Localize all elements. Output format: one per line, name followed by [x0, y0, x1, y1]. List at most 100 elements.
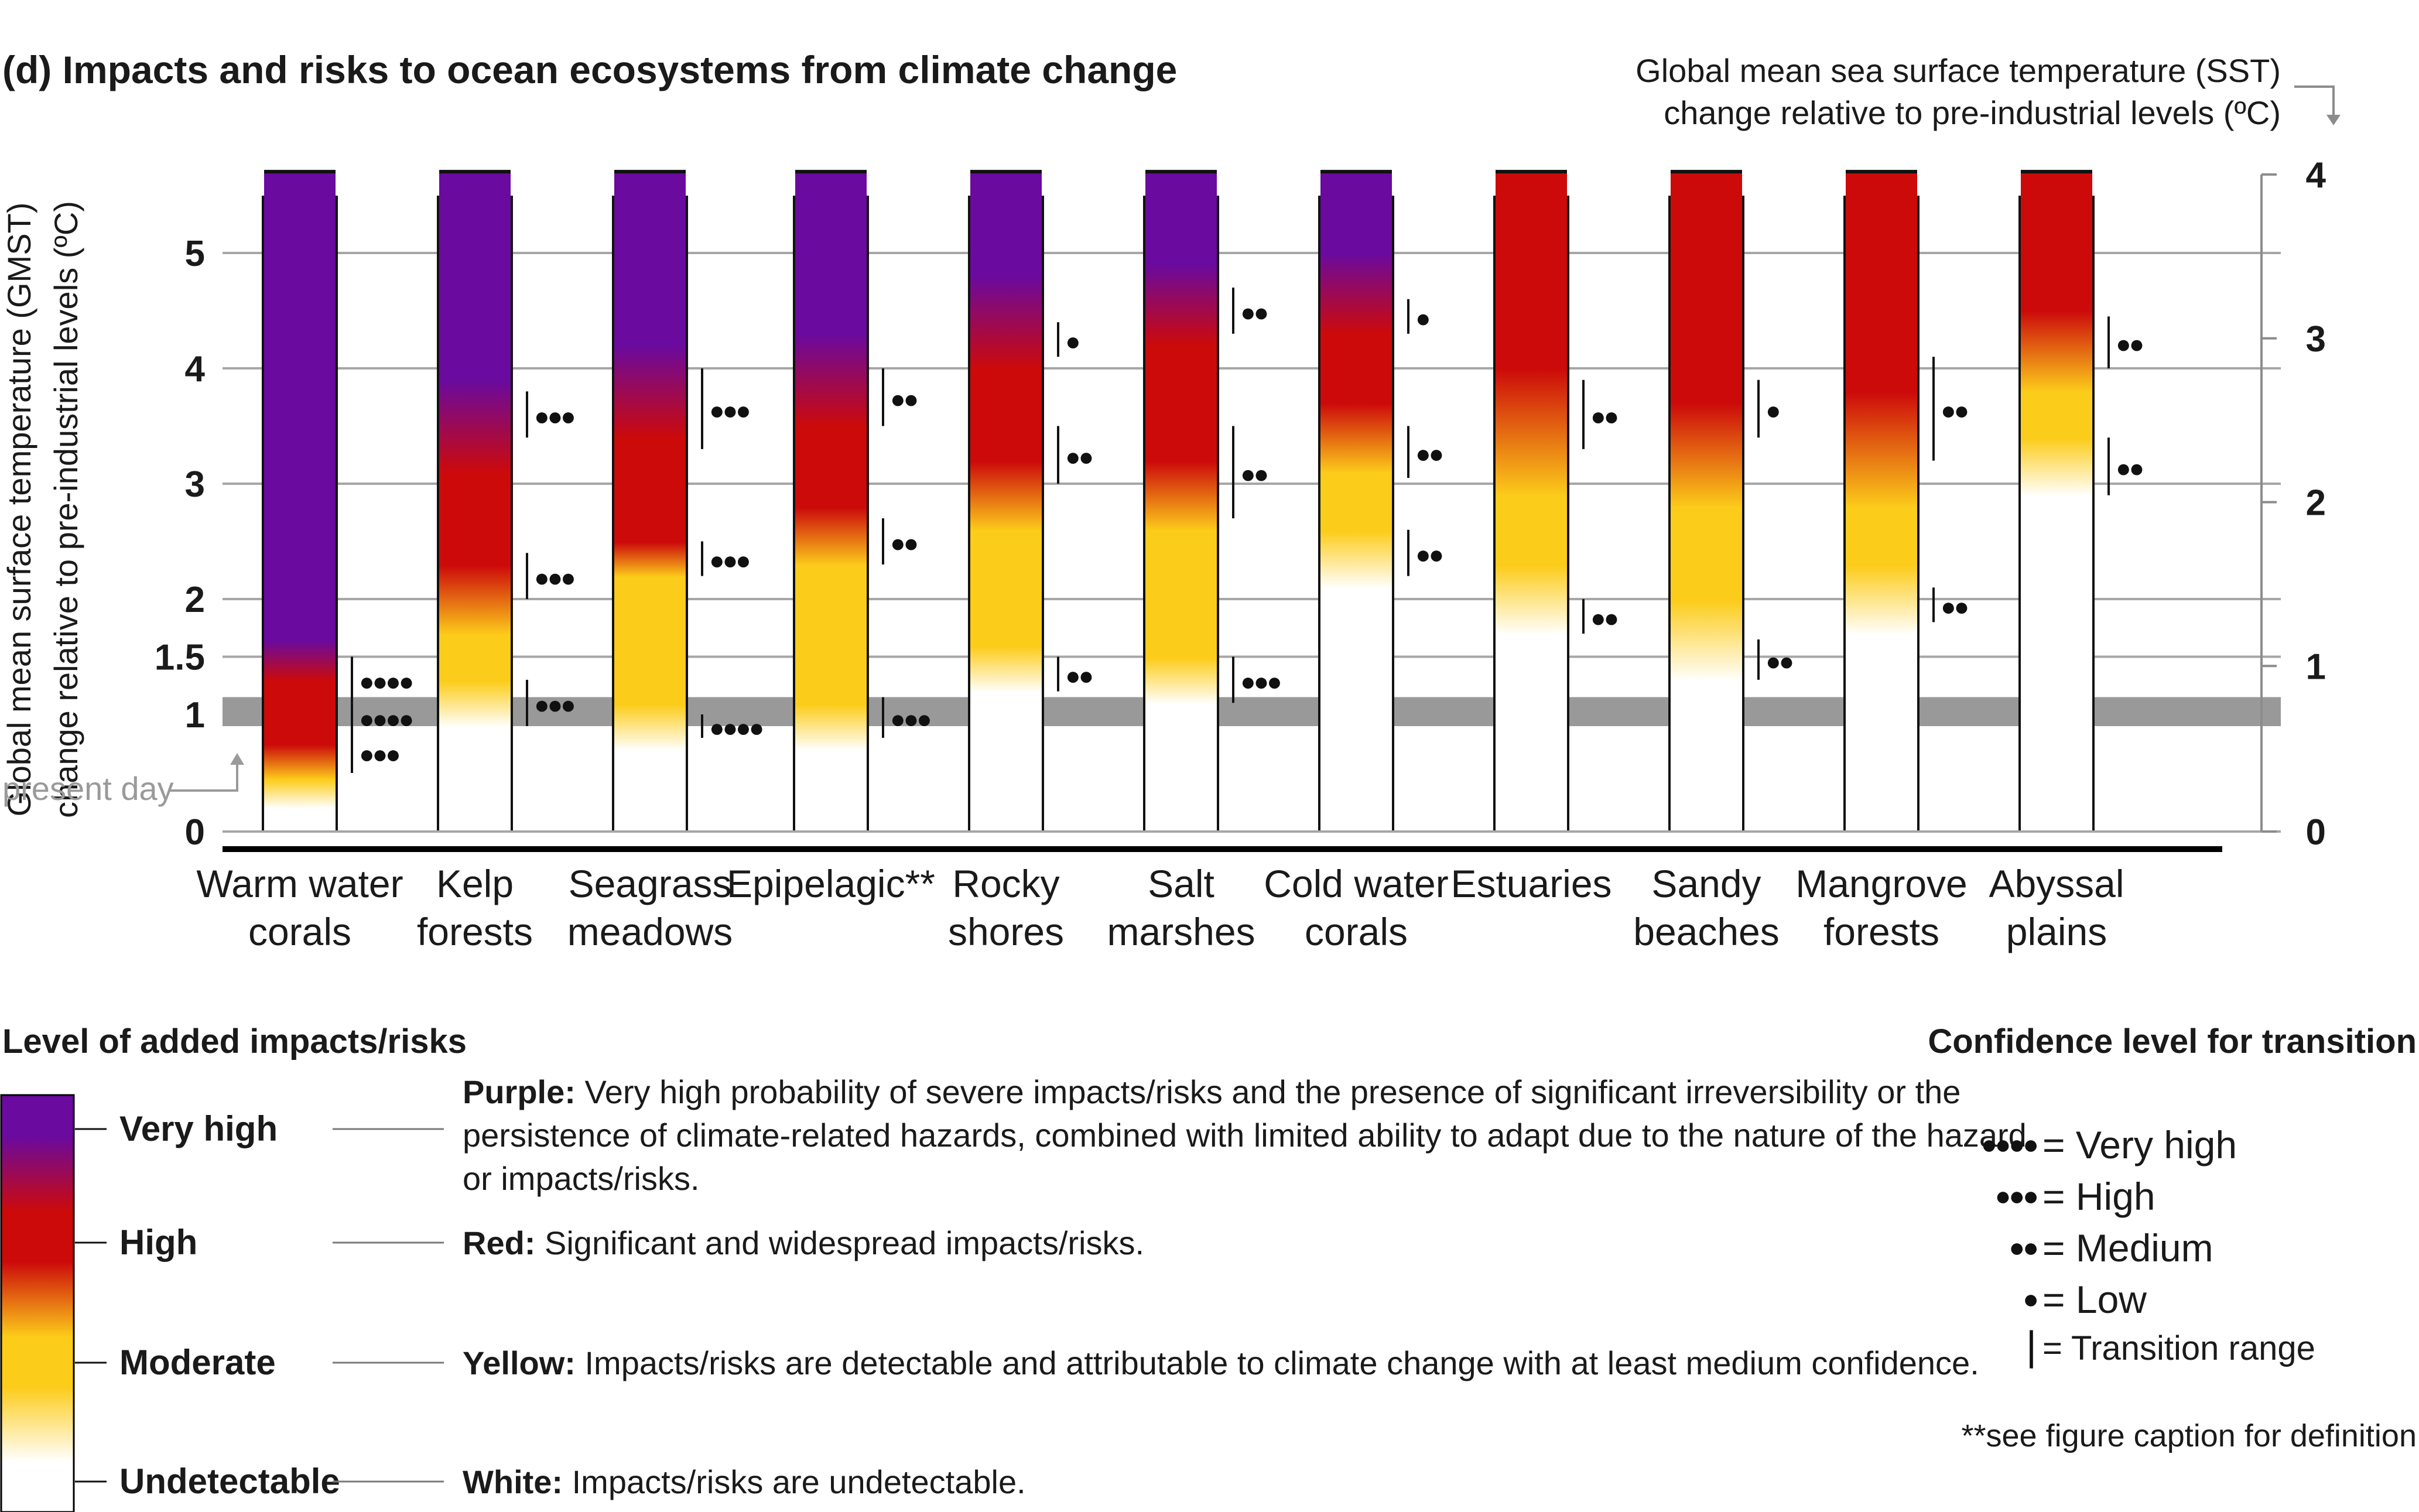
ecosystem-label: Rocky — [952, 862, 1059, 905]
ecosystem-label: Mangrove — [1795, 862, 1968, 905]
ecosystem-bars — [262, 170, 2095, 832]
confidence-label: = Low — [2042, 1278, 2147, 1321]
confidence-dots: ●●●● — [709, 714, 762, 743]
bar-sandy-beaches — [1671, 172, 1742, 832]
confidence-dots: ●●● — [890, 705, 930, 734]
confidence-dots: ● — [1415, 304, 1429, 333]
transition-markers: ●●●●●●●●●●●●●●●●●●●●●●●●●●●●●●●●●●●●●●●●… — [351, 288, 2145, 773]
confidence-label: = Very high — [2042, 1123, 2237, 1167]
confidence-footnote: **see figure caption for definition — [1962, 1418, 2417, 1453]
left-axis-label-line1: Global mean surface temperature (GMST) — [1, 203, 37, 817]
legend-description: Red: Significant and widespread impacts/… — [463, 1224, 1144, 1261]
bar-top-cap — [1145, 170, 1217, 174]
legend-title: Level of added impacts/risks — [2, 1022, 467, 1061]
legend-description: persistence of climate-related hazards, … — [463, 1117, 2027, 1154]
present-day-label: present day — [2, 770, 174, 807]
ecosystem-label: Kelp — [436, 862, 514, 905]
legend-description: Yellow: Impacts/risks are detectable and… — [463, 1345, 1979, 1381]
left-tick-label: 5 — [185, 234, 205, 274]
confidence-dots: ●● — [1590, 604, 1617, 633]
ecosystem-labels: Warm water corals Kelp forests Seagrass meado… — [196, 862, 2124, 953]
right-tick-label: 2 — [2306, 483, 2326, 524]
right-axis-arrow-icon — [2294, 85, 2341, 125]
right-tick-label: 0 — [2306, 812, 2326, 853]
confidence-dots: ●● — [1590, 402, 1617, 431]
bar-salt-marshes — [1145, 172, 1217, 832]
confidence-dots: ●●● — [1240, 668, 1280, 696]
bar-top-cap — [1846, 170, 1917, 174]
ecosystem-label: Epipelagic** — [727, 862, 935, 905]
confidence-symbol: ●● — [2009, 1232, 2037, 1263]
bar-top-cap — [1671, 170, 1742, 174]
ecosystem-label-line2: forests — [1823, 910, 1939, 953]
present-day-marker: present day — [2, 753, 244, 807]
legend-description: or impacts/risks. — [463, 1160, 700, 1197]
chart-title: (d) Impacts and risks to ocean ecosystem… — [2, 48, 1177, 91]
ecosystem-label: Abyssal — [1989, 862, 2124, 905]
confidence-dots: ●● — [890, 385, 917, 413]
confidence-dots: ●●● — [709, 396, 749, 425]
confidence-dots: ●● — [1766, 647, 1792, 676]
bar-top-cap — [439, 170, 511, 174]
confidence-label: = Transition range — [2042, 1329, 2315, 1367]
gridlines — [223, 252, 2281, 658]
bar-rocky-shores — [970, 172, 1042, 832]
confidence-rows: ●●●● = Very high●●● = High●● = Medium● = Low… — [1981, 1123, 2315, 1369]
left-tick-label: 3 — [185, 464, 205, 505]
confidence-symbol: ● — [2023, 1284, 2037, 1314]
present-day-band — [223, 697, 2281, 726]
confidence-label: = High — [2042, 1175, 2155, 1218]
confidence-dots: ●● — [1941, 593, 1968, 621]
confidence-dots: ●●● — [534, 402, 574, 431]
confidence-dots: ●● — [2116, 454, 2143, 483]
ecosystem-label: Seagrass — [569, 862, 732, 905]
left-axis-label-line2: change relative to pre-industrial levels… — [47, 201, 84, 818]
bar-top-cap — [1320, 170, 1392, 174]
legend-description: Purple: Very high probability of severe … — [463, 1073, 1960, 1110]
legend-rows: Very high Purple: Very high probability o… — [75, 1073, 2027, 1501]
confidence-dots: ● — [1065, 327, 1079, 356]
ecosystem-label-line2: corals — [248, 910, 351, 953]
right-tick-label: 1 — [2306, 646, 2326, 687]
confidence-dots: ●● — [1240, 299, 1267, 327]
right-axis-label-line2: change relative to pre-industrial levels… — [1664, 94, 2281, 131]
confidence-dots: ●● — [1240, 460, 1267, 488]
present-day-band-rect — [223, 697, 2281, 726]
left-tick-label: 1.5 — [155, 638, 205, 678]
confidence-dots: ●● — [890, 529, 917, 558]
left-tick-label: 0 — [185, 812, 205, 853]
bar-warm-water-corals — [264, 172, 336, 832]
ecosystem-label-line2: marshes — [1107, 910, 1255, 953]
ecosystem-label: Salt — [1148, 862, 1214, 905]
confidence-dots: ● — [1766, 396, 1779, 425]
confidence-dots: ●● — [1065, 662, 1092, 690]
left-tick-label: 1 — [185, 695, 205, 736]
ecosystem-label-line2: meadows — [567, 910, 733, 953]
axes: 0 1 1.5 2 3 4 5 0 1 2 3 4 — [155, 155, 2326, 853]
confidence-dots: ●● — [1065, 443, 1092, 471]
bar-seagrass-meadows — [614, 172, 686, 832]
bar-epipelagic — [795, 172, 867, 832]
confidence-symbol: | — [2026, 1323, 2037, 1369]
ecosystem-label: Sandy — [1651, 862, 1761, 905]
bar-abyssal-plains — [2021, 172, 2092, 832]
bar-top-cap — [970, 170, 1042, 174]
ecosystem-label-line2: plains — [2006, 910, 2107, 953]
confidence-dots: ●● — [2116, 330, 2143, 359]
bar-kelp-forests — [439, 172, 511, 832]
bar-cold-water-corals — [1320, 172, 1392, 832]
left-tick-label: 4 — [185, 349, 206, 389]
right-tick-label: 4 — [2306, 155, 2326, 196]
bar-top-cap — [1496, 170, 1567, 174]
left-tick-label: 2 — [185, 580, 205, 620]
ecosystem-label-line2: beaches — [1633, 910, 1780, 953]
bar-top-cap — [614, 170, 686, 174]
confidence-symbol: ●●●● — [1981, 1129, 2037, 1159]
confidence-dots: ●● — [1941, 396, 1968, 425]
confidence-symbol: ●●● — [1995, 1181, 2037, 1211]
confidence-title: Confidence level for transition — [1928, 1022, 2417, 1061]
legend-level-label: High — [119, 1223, 197, 1262]
bar-top-cap — [264, 170, 336, 174]
confidence-dots: ●●● — [359, 740, 399, 769]
ecosystem-label-line2: corals — [1305, 910, 1408, 953]
